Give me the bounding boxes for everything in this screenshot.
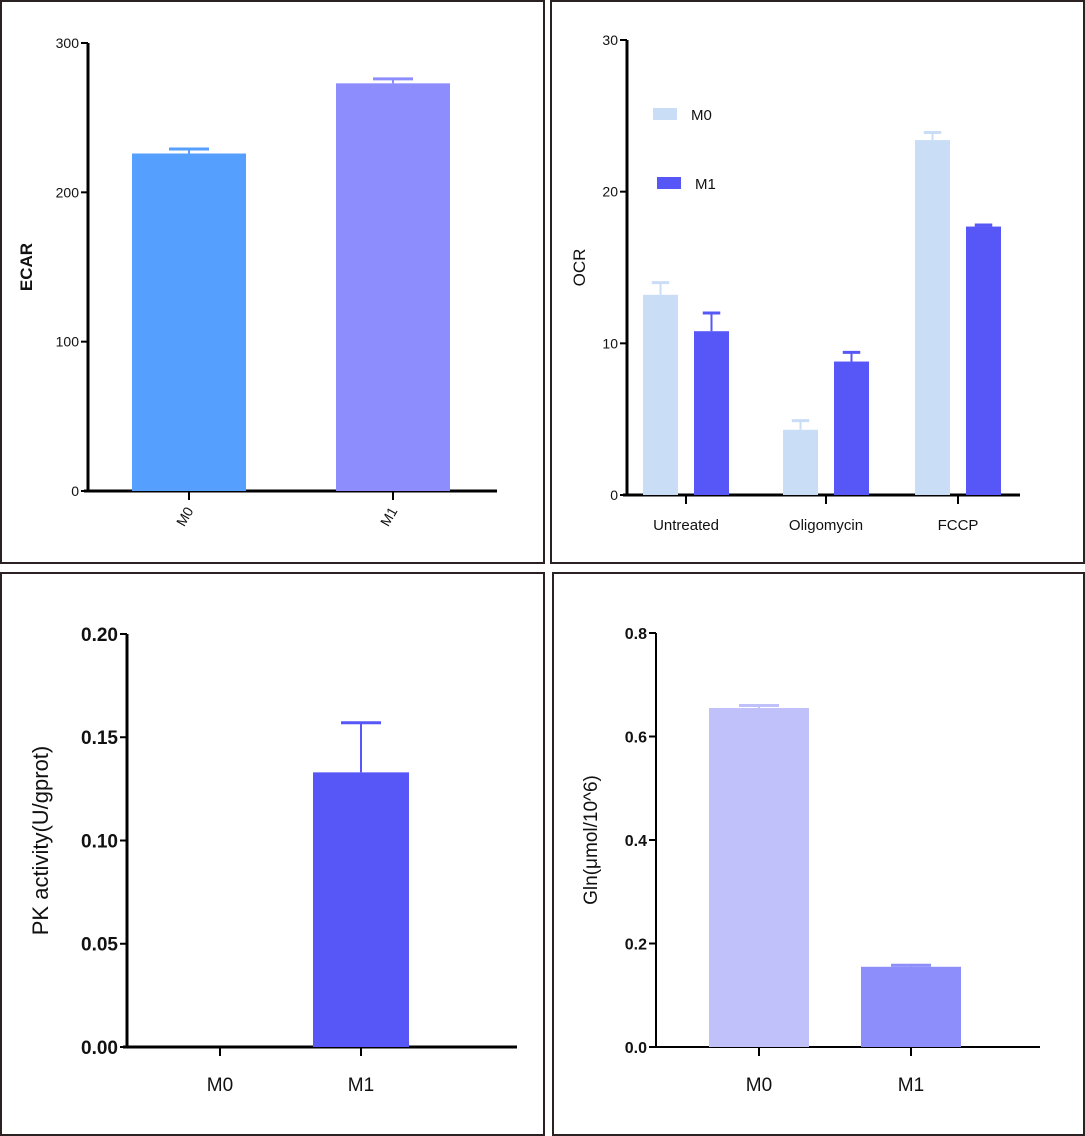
- y-tick-label: 0.4: [625, 833, 647, 850]
- y-axis-label: ECAR: [17, 243, 36, 291]
- bar: [643, 294, 678, 495]
- y-tick-label: 0.8: [625, 626, 647, 643]
- bar: [336, 83, 450, 491]
- y-tick-label: 200: [56, 184, 80, 200]
- x-tick-label: M0: [746, 1075, 772, 1096]
- panel-ecar: [0, 0, 545, 564]
- y-tick-label: 0.20: [81, 625, 118, 646]
- bar: [709, 708, 809, 1047]
- y-tick-label: 30: [602, 32, 618, 48]
- y-axis-label: OCR: [570, 249, 589, 287]
- x-tick-label: Untreated: [653, 517, 719, 534]
- legend-label: M1: [695, 176, 716, 193]
- y-tick-label: 0.00: [81, 1038, 118, 1059]
- legend-swatch: [653, 108, 677, 120]
- bar: [694, 331, 729, 495]
- bar: [132, 153, 246, 492]
- y-tick-label: 10: [602, 335, 618, 351]
- y-tick-label: 0.2: [625, 936, 647, 953]
- bar: [966, 226, 1001, 496]
- bar: [834, 361, 869, 495]
- x-tick-label: FCCP: [938, 517, 979, 534]
- y-tick-label: 300: [56, 35, 80, 51]
- y-tick-label: 0: [71, 483, 79, 499]
- x-tick-label: M1: [898, 1075, 924, 1096]
- x-tick-label: M0: [207, 1075, 233, 1096]
- y-tick-label: 0.15: [81, 728, 118, 749]
- y-tick-label: 0.05: [81, 935, 118, 956]
- y-tick-label: 20: [602, 184, 618, 200]
- panel-pk-activity: [0, 572, 545, 1136]
- x-tick-label: M1: [348, 1075, 374, 1096]
- legend-swatch: [657, 177, 681, 189]
- y-tick-label: 100: [56, 334, 80, 350]
- bar: [915, 140, 950, 495]
- y-tick-label: 0.0: [625, 1040, 647, 1057]
- x-tick-label: M0: [173, 504, 197, 529]
- x-tick-label: M1: [377, 504, 401, 529]
- y-tick-label: 0.10: [81, 831, 118, 852]
- y-tick-label: 0.6: [625, 729, 647, 746]
- y-axis-label: PK activity(U/gprot): [28, 746, 53, 936]
- bar: [313, 772, 409, 1047]
- legend-label: M0: [691, 107, 712, 124]
- y-tick-label: 0: [610, 487, 618, 503]
- y-axis-label: Gln(μmol/10^6): [581, 775, 602, 905]
- x-tick-label: Oligomycin: [789, 517, 863, 534]
- bar: [783, 429, 818, 495]
- bar: [861, 966, 961, 1047]
- panel-gln: [552, 572, 1085, 1136]
